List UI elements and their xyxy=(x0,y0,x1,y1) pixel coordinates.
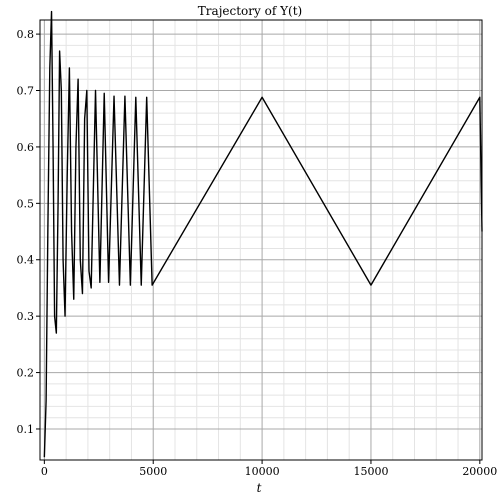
y-tick-label: 0.7 xyxy=(17,85,35,98)
series-line xyxy=(43,10,483,458)
y-tick-label: 0.3 xyxy=(17,310,35,323)
y-tick-label: 0.8 xyxy=(17,28,35,41)
major-grid xyxy=(40,20,482,460)
y-tick-label: 0.1 xyxy=(17,423,35,436)
tick-labels: 0 5000 10000 15000 20000 0.1 0.2 0.3 0.4 0.5 0.6 0.… xyxy=(17,28,498,478)
axes xyxy=(39,19,483,461)
y-tick-label: 0.5 xyxy=(17,197,35,210)
x-tick-label: 5000 xyxy=(139,465,167,478)
x-tick-label: 0 xyxy=(41,465,48,478)
x-axis-label: t xyxy=(257,481,262,495)
plot-frame xyxy=(39,19,483,461)
minor-grid xyxy=(40,20,482,460)
plot-line-layer xyxy=(43,10,483,458)
chart-title: Trajectory of Y(t) xyxy=(198,4,302,18)
x-tick-label: 15000 xyxy=(353,465,388,478)
y-tick-label: 0.2 xyxy=(17,367,35,380)
x-tick-label: 10000 xyxy=(245,465,280,478)
y-tick-label: 0.4 xyxy=(17,254,35,267)
x-tick-label: 20000 xyxy=(462,465,497,478)
y-tick-label: 0.6 xyxy=(17,141,35,154)
tick-marks xyxy=(36,33,481,464)
